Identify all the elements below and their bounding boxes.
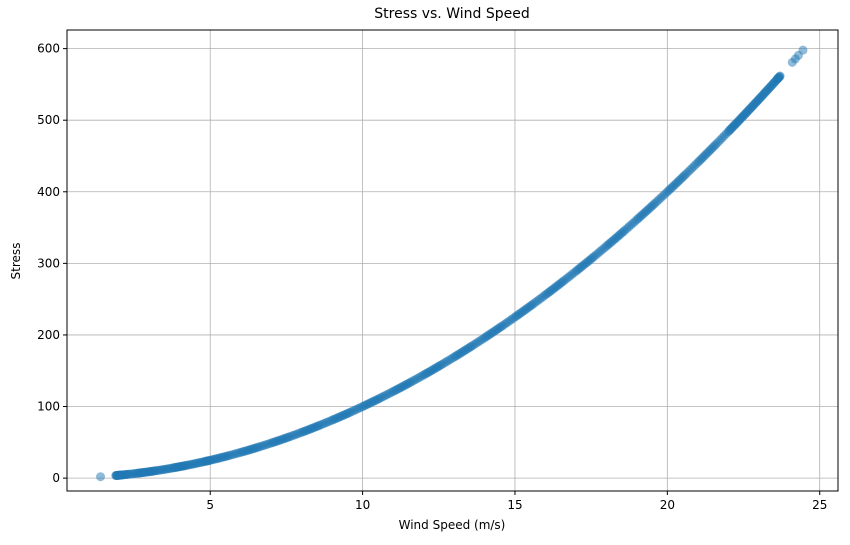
y-tick-label: 500	[37, 113, 60, 127]
x-tick-label: 25	[812, 498, 827, 512]
y-axis-label: Stress	[9, 243, 23, 280]
data-point	[775, 71, 785, 81]
y-tick-label: 100	[37, 400, 60, 414]
y-tick-label: 0	[52, 471, 60, 485]
y-tick-label: 300	[37, 256, 60, 270]
y-tick-label: 600	[37, 42, 60, 56]
data-point	[798, 45, 808, 55]
x-tick-label: 10	[355, 498, 370, 512]
x-axis-ticks: 5 10 15 20 25	[206, 491, 827, 512]
x-tick-label: 5	[206, 498, 214, 512]
data-points	[96, 45, 808, 482]
chart-title: Stress vs. Wind Speed	[374, 6, 529, 22]
x-tick-label: 15	[507, 498, 522, 512]
x-axis-label: Wind Speed (m/s)	[399, 518, 506, 532]
data-point	[96, 472, 106, 482]
plot-frame	[66, 29, 839, 492]
grid	[67, 30, 838, 491]
y-tick-label: 400	[37, 185, 60, 199]
x-tick-label: 20	[660, 498, 675, 512]
y-tick-label: 200	[37, 328, 60, 342]
y-axis-ticks: 0 100 200 300 400 500 600	[37, 42, 67, 485]
